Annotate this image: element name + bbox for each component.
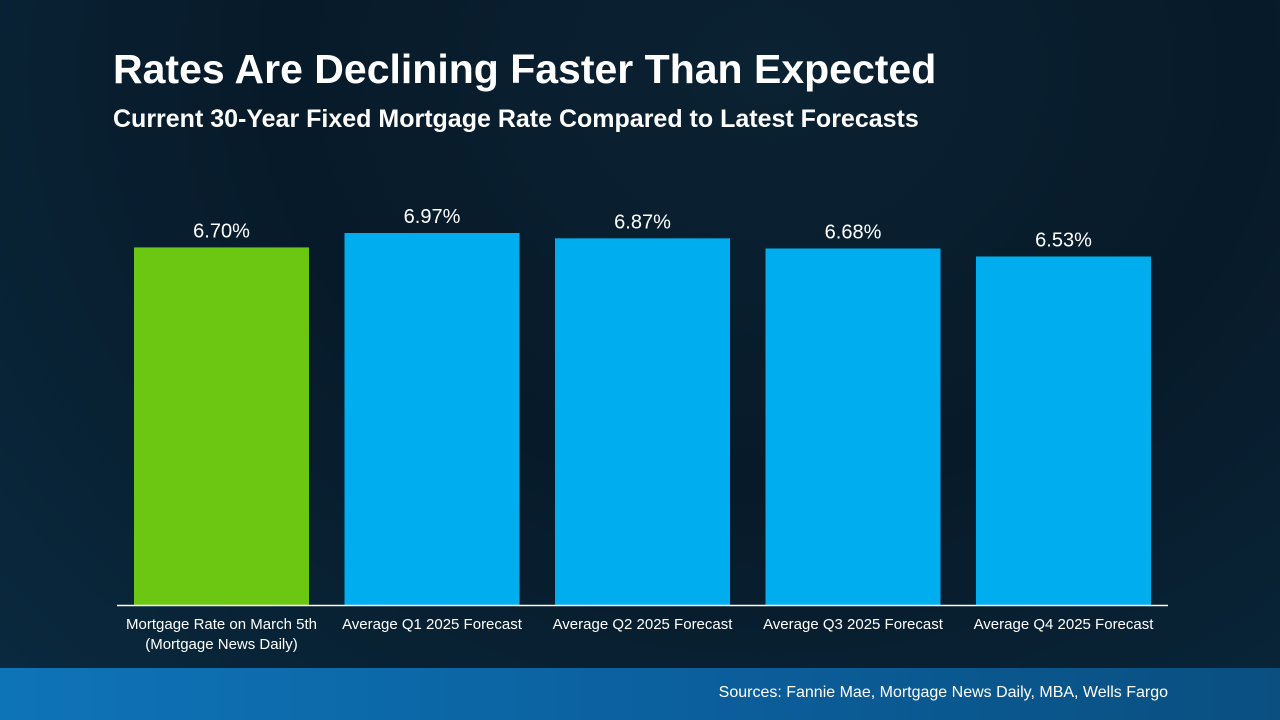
value-label-1: 6.70% <box>193 220 250 242</box>
value-label-3: 6.87% <box>614 211 671 233</box>
footer-bar: Sources: Fannie Mae, Mortgage News Daily… <box>0 668 1280 720</box>
category-label-3: Average Q2 2025 Forecast <box>553 616 734 633</box>
bar-4 <box>765 248 941 605</box>
category-label-line: Average Q3 2025 Forecast <box>763 616 944 633</box>
sources-text: Sources: Fannie Mae, Mortgage News Daily… <box>718 684 1168 701</box>
category-label-line: Average Q2 2025 Forecast <box>553 616 734 633</box>
category-label-line: Average Q1 2025 Forecast <box>342 616 523 633</box>
bar-chart: 6.70% Mortgage Rate on March 5th (Mortgage… <box>117 206 1168 653</box>
category-label-5: Average Q4 2025 Forecast <box>974 616 1155 633</box>
category-label-line: (Mortgage News Daily) <box>145 636 298 653</box>
category-label-line: Average Q4 2025 Forecast <box>974 616 1155 633</box>
value-label-2: 6.97% <box>404 206 461 228</box>
category-label-2: Average Q1 2025 Forecast <box>342 616 523 633</box>
bar-3 <box>555 238 730 605</box>
bar-2 <box>344 233 520 605</box>
chart-subtitle: Current 30-Year Fixed Mortgage Rate Comp… <box>113 105 919 133</box>
value-label-5: 6.53% <box>1035 229 1092 251</box>
chart-title: Rates Are Declining Faster Than Expected <box>113 46 937 92</box>
bar-1 <box>134 247 309 605</box>
category-label-1: Mortgage Rate on March 5th (Mortgage News… <box>126 616 317 653</box>
bar-5 <box>976 256 1151 605</box>
category-label-line: Mortgage Rate on March 5th <box>126 616 317 633</box>
value-label-4: 6.68% <box>825 221 882 243</box>
category-label-4: Average Q3 2025 Forecast <box>763 616 944 633</box>
